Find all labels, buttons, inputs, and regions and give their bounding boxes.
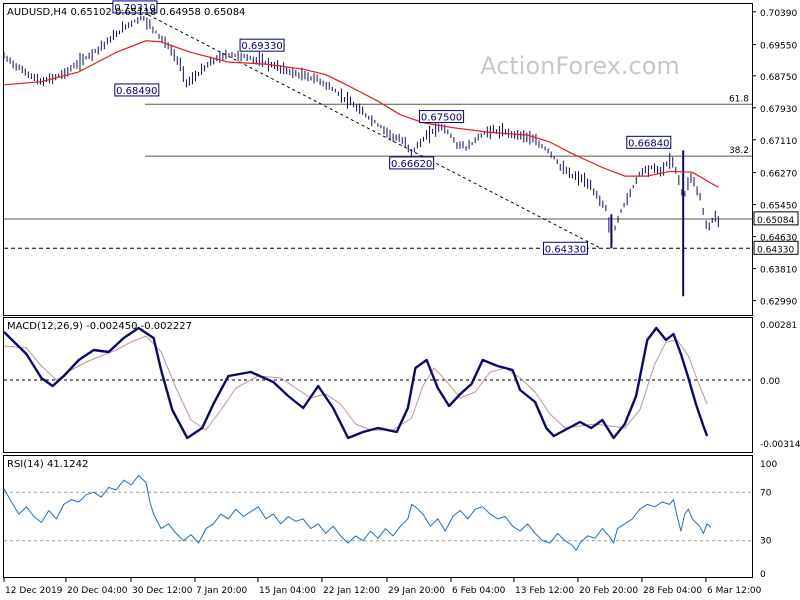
macd-title: MACD(12,26,9) -0.002450 -0.002227 [7,321,192,332]
current-price-tag-box [753,211,799,226]
price-label-box [239,38,285,52]
x-axis-label: 20 Feb 20:00 [579,586,638,596]
rsi-axis-label: 0 [760,570,766,580]
price-axis-label: 0.63810 [760,266,797,276]
macd-line [3,326,709,440]
moving-average-line [3,40,719,188]
price-label-text: 0.64330 [545,244,586,255]
price-axis-label: 0.62990 [760,298,797,308]
x-axis-label: 28 Feb 04:00 [643,586,702,596]
fib-level-label: 38.2 [729,146,749,156]
price-label-text: 0.66620 [391,159,432,170]
x-axis-label: 20 Dec 04:00 [67,586,128,596]
rsi-title: RSI(14) 41.1242 [7,459,88,470]
price-axis-label: 0.66270 [760,170,797,180]
price-axis-label: 0.69550 [760,42,797,52]
price-label: 0.68490 [114,83,160,97]
x-axis-label: 7 Jan 20:00 [196,586,248,596]
x-axis-label: 6 Feb 04:00 [452,586,506,596]
price-label: 0.66840 [626,135,672,149]
price-label-box [389,156,435,170]
trend-line [148,14,602,249]
price-label-text: 0.70310 [114,3,155,14]
price-label-text: 0.66840 [628,138,669,149]
rsi-line [3,474,712,551]
rsi-axis-label: 30 [760,537,772,547]
price-label: 0.67500 [419,110,465,124]
x-axis-label: 30 Dec 12:00 [132,586,193,596]
price-label-box [114,83,160,97]
price-label: 0.69330 [239,38,285,52]
price-label-box [419,110,465,124]
support-price-tag: 0.64330 [757,245,794,255]
price-label-box [626,135,672,149]
macd-pane [3,317,753,453]
price-label-text: 0.69330 [241,41,282,52]
price-label-text: 0.67500 [421,113,462,124]
price-label: 0.64330 [542,241,588,255]
x-axis-label: 15 Jan 04:00 [259,586,316,596]
macd-axis-label: 0.00 [760,377,780,387]
price-layer: 61.8 38.2 0.70310 0.69330 0.68490 0.67500 0.66… [3,0,799,308]
price-axis-label: 0.67930 [760,105,797,115]
x-axis-label: 12 Dec 2019 [5,586,63,596]
x-axis-label: 6 Mar 12:00 [707,586,762,596]
price-axis-label: 0.65450 [760,202,797,212]
price-label: 0.70310 [112,0,158,14]
price-label-text: 0.68490 [116,86,157,97]
rsi-pane [3,455,753,578]
x-axis-label: 29 Jan 20:00 [388,586,445,596]
x-axis-label: 13 Feb 12:00 [515,586,574,596]
price-chart-title: AUDUSD,H4 0.65102 0.65118 0.64958 0.6508… [7,7,245,18]
price-label-box [112,0,158,14]
support-price-tag-box [753,240,799,255]
price-axis-label: 0.68750 [760,73,797,83]
macd-axis-label: 0.00281 [760,321,797,331]
current-price-tag: 0.65084 [757,216,794,226]
price-pane [3,3,753,316]
rsi-layer: 100 70 30 0 [3,460,777,580]
x-axis-label: 22 Jan 12:00 [323,586,380,596]
price-axis-label: 0.70390 [760,9,797,19]
price-axis-label: 0.64630 [760,234,797,244]
fib-level-label: 61.8 [729,94,749,104]
price-label: 0.66620 [389,156,435,170]
price-axis-label: 0.67110 [760,137,797,147]
rsi-axis-label: 100 [760,460,777,470]
watermark: ActionForex.com [480,52,680,80]
axis-layer: 12 Dec 2019 20 Dec 04:00 30 Dec 12:00 7 Jan… [3,578,762,596]
price-label-box [542,241,588,255]
rsi-axis-label: 70 [760,488,772,498]
